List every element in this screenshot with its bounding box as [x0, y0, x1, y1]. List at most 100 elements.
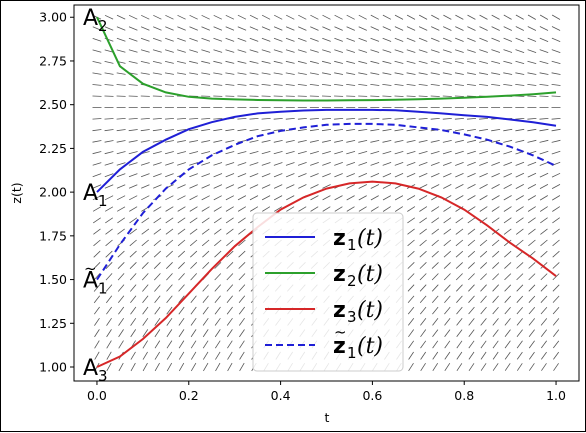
- slope-segment: [443, 50, 452, 53]
- slope-segment: [503, 61, 512, 63]
- slope-segment: [262, 140, 271, 142]
- slope-segment: [213, 140, 222, 142]
- slope-segment: [504, 251, 511, 257]
- slope-segment: [371, 38, 379, 41]
- slope-segment: [346, 118, 355, 119]
- legend-sub-1: 1: [347, 236, 357, 254]
- slope-segment: [165, 174, 173, 177]
- slope-segment: [227, 329, 232, 337]
- slope-segment: [286, 38, 295, 41]
- slope-segment: [322, 84, 331, 85]
- slope-segment: [167, 329, 172, 337]
- slope-segment: [541, 307, 547, 314]
- slope-segment: [358, 73, 367, 75]
- slope-segment: [117, 73, 126, 75]
- slope-segment: [298, 118, 307, 119]
- slope-segment: [177, 85, 186, 86]
- slope-segment: [310, 151, 319, 154]
- slope-segment: [504, 27, 512, 31]
- slope-segment: [529, 307, 535, 314]
- slope-segment: [346, 73, 355, 75]
- slope-segment: [505, 341, 510, 348]
- slope-segment: [118, 251, 125, 257]
- slope-segment: [541, 352, 546, 359]
- y-tick-label: 2.00: [39, 185, 67, 200]
- slope-segment: [153, 61, 162, 63]
- slope-segment: [215, 307, 221, 314]
- slope-segment: [492, 27, 500, 31]
- slope-segment: [130, 273, 136, 280]
- slope-segment: [153, 73, 162, 75]
- slope-segment: [517, 363, 522, 370]
- slope-segment: [528, 218, 535, 223]
- slope-segment: [432, 218, 439, 223]
- slope-segment: [491, 151, 500, 154]
- slope-segment: [431, 118, 440, 119]
- slope-segment: [516, 61, 525, 63]
- slope-segment: [298, 174, 306, 177]
- slope-segment: [359, 15, 367, 19]
- slope-segment: [105, 185, 113, 189]
- slope-segment: [541, 240, 548, 246]
- slope-segment: [155, 352, 160, 360]
- slope-segment: [408, 285, 414, 292]
- slope-segment: [407, 196, 415, 201]
- slope-segment: [443, 61, 452, 63]
- slope-segment: [202, 207, 210, 212]
- x-tick-label: 0.2: [179, 388, 199, 403]
- slope-segment: [469, 307, 475, 314]
- slope-segment: [479, 140, 488, 142]
- slope-segment: [395, 84, 404, 85]
- slope-segment: [457, 341, 462, 348]
- slope-segment: [491, 129, 500, 130]
- slope-segment: [335, 207, 343, 212]
- legend-sub-3: 3: [347, 308, 357, 326]
- slope-segment: [298, 129, 307, 130]
- slope-segment: [190, 207, 198, 212]
- slope-segment: [540, 118, 549, 119]
- slope-segment: [359, 196, 367, 200]
- slope-segment: [143, 307, 148, 314]
- slope-segment: [408, 251, 415, 257]
- slope-segment: [178, 262, 184, 268]
- slope-segment: [215, 274, 221, 281]
- slope-segment: [469, 318, 475, 325]
- slope-segment: [154, 251, 161, 257]
- slope-segment: [262, 50, 271, 53]
- slope-segment: [250, 174, 258, 177]
- slope-segment: [203, 341, 208, 349]
- slope-segment: [129, 38, 138, 41]
- slope-segment: [117, 38, 126, 41]
- slope-segment: [262, 196, 270, 200]
- slope-segment: [105, 218, 113, 223]
- slope-segment: [141, 174, 149, 177]
- slope-segment: [492, 38, 500, 41]
- slope-segment: [131, 363, 135, 371]
- legend-label-1: z: [333, 226, 346, 251]
- slope-segment: [274, 174, 282, 177]
- slope-segment: [409, 352, 414, 360]
- slope-segment: [443, 73, 452, 75]
- slope-segment: [240, 341, 245, 349]
- slope-segment: [443, 118, 452, 119]
- slope-segment: [93, 61, 102, 63]
- slope-segment: [516, 15, 524, 19]
- slope-segment: [178, 251, 185, 257]
- slope-segment: [298, 162, 307, 165]
- slope-segment: [468, 285, 474, 292]
- slope-segment: [407, 50, 416, 53]
- slope-segment: [504, 50, 513, 53]
- slope-segment: [203, 352, 208, 360]
- slope-segment: [552, 73, 561, 75]
- point-label-base: A: [83, 6, 98, 31]
- slope-segment: [274, 84, 283, 85]
- slope-segment: [119, 318, 124, 325]
- slope-segment: [552, 27, 560, 31]
- slope-segment: [457, 363, 462, 371]
- slope-segment: [334, 140, 343, 142]
- slope-segment: [177, 163, 186, 166]
- slope-segment: [516, 229, 523, 235]
